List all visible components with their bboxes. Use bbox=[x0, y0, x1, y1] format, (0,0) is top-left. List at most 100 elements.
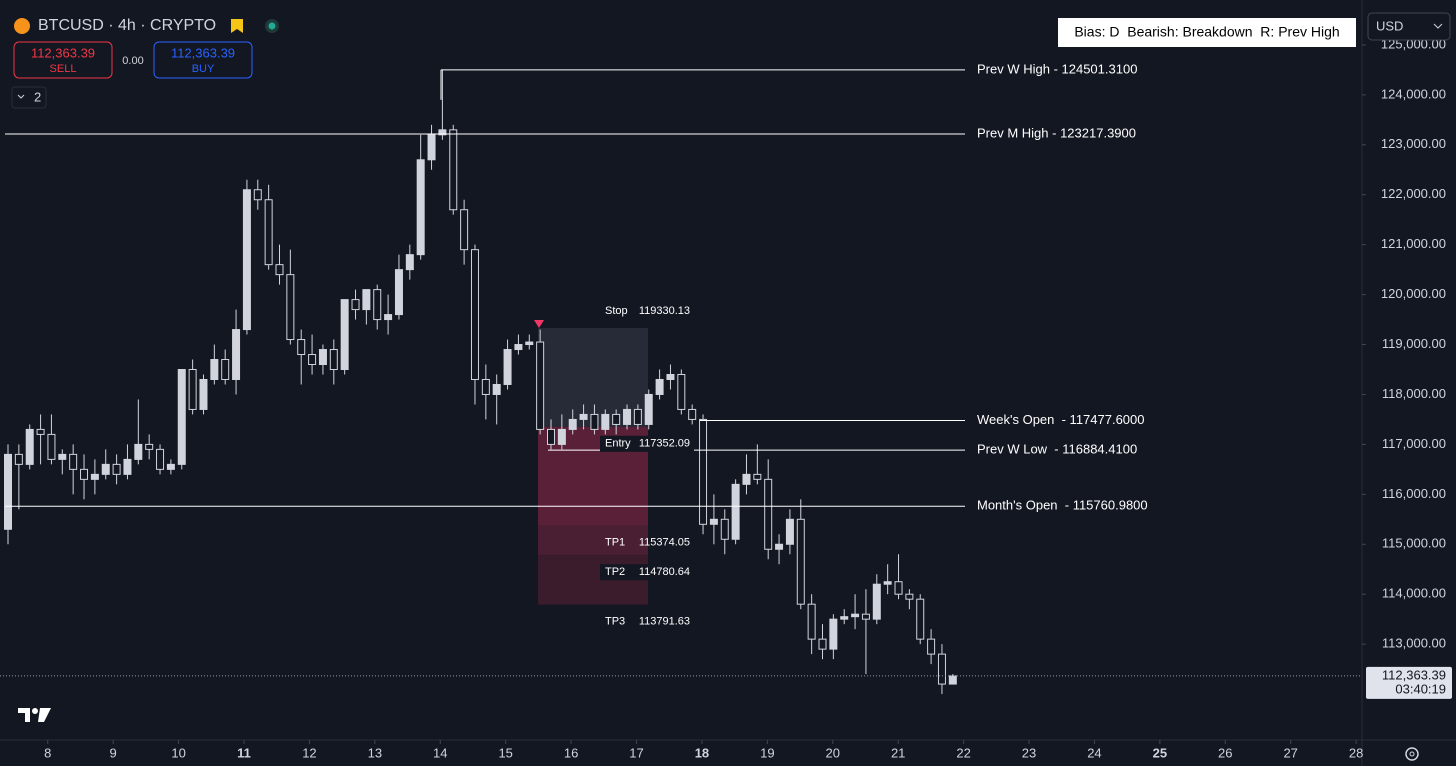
spread: 0.00 bbox=[122, 55, 143, 67]
candle-body bbox=[796, 518, 805, 605]
candle-body bbox=[948, 675, 957, 685]
candle-body bbox=[242, 189, 251, 331]
candle-body bbox=[112, 463, 121, 475]
y-tick-label: 120,000.00 bbox=[1381, 286, 1446, 301]
y-tick-label: 115,000.00 bbox=[1382, 536, 1446, 551]
candle-body bbox=[590, 413, 599, 430]
x-tick-label: 25 bbox=[1153, 745, 1167, 760]
currency[interactable]: USD bbox=[1376, 18, 1403, 33]
candle-body bbox=[340, 299, 349, 371]
y-tick-label: 122,000.00 bbox=[1381, 186, 1446, 201]
candle-body bbox=[36, 428, 45, 435]
x-tick-label: 14 bbox=[433, 745, 447, 760]
position-label-bg bbox=[600, 435, 694, 452]
candle-body bbox=[166, 463, 175, 470]
candle-body bbox=[503, 349, 512, 385]
candle-body bbox=[547, 428, 555, 445]
candle-body bbox=[492, 383, 501, 395]
indicator-count[interactable]: 2 bbox=[34, 89, 41, 104]
buy-label[interactable]: BUY bbox=[192, 63, 215, 75]
candle-body bbox=[253, 189, 262, 201]
x-tick-label: 20 bbox=[826, 745, 840, 760]
sell-box[interactable] bbox=[13, 41, 113, 79]
x-tick-label: 27 bbox=[1283, 745, 1297, 760]
candle-body bbox=[297, 339, 306, 356]
tp2-zone bbox=[538, 525, 648, 556]
x-tick-label: 15 bbox=[498, 745, 512, 760]
sell-label[interactable]: SELL bbox=[50, 63, 77, 75]
position-value: 119330.13 bbox=[639, 305, 690, 317]
currency-box[interactable] bbox=[1367, 12, 1451, 41]
annotation: Bias: D Bearish: Breakdown R: Prev High bbox=[1074, 24, 1339, 40]
candle-body bbox=[438, 129, 447, 136]
candle-body bbox=[134, 443, 143, 460]
position-value: 113791.63 bbox=[639, 616, 690, 628]
stop-zone bbox=[538, 328, 648, 427]
current-price-label: 112,363.39 bbox=[1382, 667, 1446, 682]
candle-body bbox=[557, 428, 566, 445]
candle-body bbox=[460, 209, 469, 251]
candle-body bbox=[851, 613, 860, 618]
candle-body bbox=[188, 369, 197, 410]
logo-part bbox=[32, 708, 38, 714]
candle-body bbox=[405, 254, 414, 271]
indicator-box[interactable] bbox=[11, 86, 47, 109]
position-name: TP2 bbox=[605, 566, 625, 578]
symbol-icon bbox=[14, 18, 30, 34]
candle-body bbox=[4, 453, 12, 530]
settings-button[interactable] bbox=[1405, 747, 1419, 761]
candle-body bbox=[536, 341, 545, 430]
y-tick-label: 118,000.00 bbox=[1382, 386, 1446, 401]
x-tick-label: 8 bbox=[44, 745, 51, 760]
y-tick-label: 117,000.00 bbox=[1382, 436, 1446, 451]
buy-price[interactable]: 112,363.39 bbox=[171, 45, 235, 60]
level-label: Prev W High - 124501.3100 bbox=[977, 61, 1137, 76]
logo-part bbox=[38, 708, 51, 722]
x-tick-label: 21 bbox=[891, 745, 905, 760]
x-tick-label: 10 bbox=[171, 745, 185, 760]
symbol: BTCUSD · 4h · CRYPTO bbox=[38, 17, 216, 34]
candle-body bbox=[937, 653, 946, 685]
sell-button[interactable]: 112,363.39 SELL bbox=[13, 41, 113, 79]
y-tick-label: 121,000.00 bbox=[1381, 236, 1446, 251]
x-tick-label: 24 bbox=[1087, 745, 1101, 760]
entry-marker bbox=[534, 320, 544, 328]
chevron[interactable] bbox=[17, 94, 25, 99]
sell-price[interactable]: 112,363.39 bbox=[31, 45, 95, 60]
candle-body bbox=[644, 393, 653, 425]
candle-body bbox=[612, 413, 621, 425]
x-tick-label: 17 bbox=[629, 745, 643, 760]
candle-body bbox=[688, 408, 697, 420]
candle-body bbox=[394, 269, 403, 316]
currency-select[interactable]: USD bbox=[1367, 12, 1451, 41]
candle-body bbox=[427, 134, 436, 161]
y-tick-label: 114,000.00 bbox=[1382, 586, 1446, 601]
position-name: TP1 bbox=[605, 536, 625, 548]
candle-body bbox=[905, 593, 914, 600]
candle-body bbox=[872, 583, 881, 620]
candle-body bbox=[514, 344, 523, 351]
candle-body bbox=[481, 378, 490, 395]
candle-body bbox=[633, 408, 642, 425]
buy-box[interactable] bbox=[153, 41, 253, 79]
indicator-toggle[interactable]: 2 bbox=[11, 86, 47, 109]
candle-body bbox=[840, 616, 849, 620]
candle-body bbox=[351, 299, 360, 311]
x-tick-label: 16 bbox=[564, 745, 578, 760]
candle-body bbox=[807, 603, 816, 640]
position-name: Entry bbox=[605, 438, 631, 450]
buy-button[interactable]: 112,363.39 BUY bbox=[153, 41, 253, 79]
candle-body bbox=[145, 443, 154, 450]
gear[interactable] bbox=[1405, 747, 1419, 761]
x-tick-label: 11 bbox=[237, 745, 251, 760]
candle-body bbox=[275, 264, 284, 276]
candle-body bbox=[579, 413, 588, 420]
flag-icon bbox=[231, 19, 243, 33]
candle-body bbox=[775, 543, 784, 550]
currency-chevron[interactable] bbox=[1433, 23, 1443, 29]
x-tick-label: 26 bbox=[1218, 745, 1232, 760]
gear-hub[interactable] bbox=[1409, 751, 1415, 757]
x-tick-label: 23 bbox=[1022, 745, 1036, 760]
position-label-bg bbox=[600, 564, 692, 581]
y-tick-label: 123,000.00 bbox=[1381, 136, 1446, 151]
